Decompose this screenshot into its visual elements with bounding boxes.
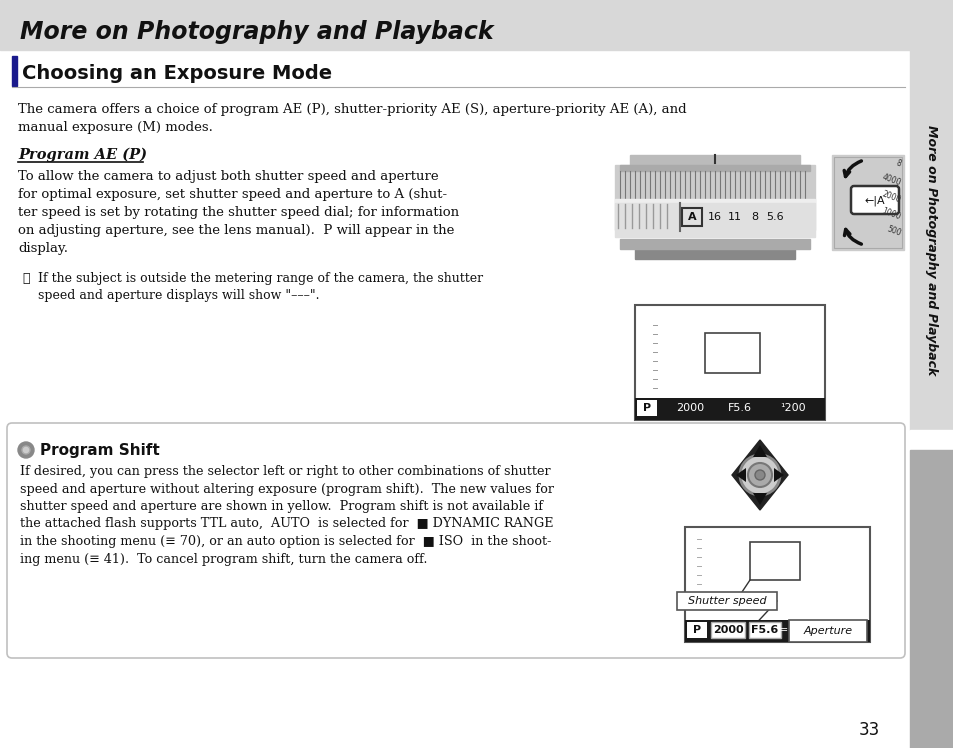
Text: on adjusting aperture, see the lens manual).  P will appear in the: on adjusting aperture, see the lens manu…: [18, 224, 454, 237]
Text: 2000: 2000: [880, 189, 901, 204]
Circle shape: [22, 446, 30, 454]
Bar: [748, 622, 781, 638]
Bar: [710, 622, 744, 638]
Text: Aperture: Aperture: [802, 626, 852, 636]
Text: in the shooting menu (≡ 70), or an auto option is selected for  ■ ISO  in the sh: in the shooting menu (≡ 70), or an auto …: [20, 535, 551, 548]
Text: 5.6: 5.6: [765, 212, 783, 222]
FancyBboxPatch shape: [7, 423, 904, 658]
Text: 11: 11: [727, 212, 741, 222]
Text: 8: 8: [894, 158, 901, 168]
Polygon shape: [735, 468, 745, 482]
Text: ter speed is set by rotating the shutter speed dial; for information: ter speed is set by rotating the shutter…: [18, 206, 458, 219]
Bar: [704, 333, 760, 373]
FancyBboxPatch shape: [850, 186, 898, 214]
Bar: [677, 592, 776, 610]
Polygon shape: [752, 493, 766, 505]
Bar: [635, 398, 824, 420]
Text: 1000: 1000: [880, 206, 901, 221]
Bar: [637, 400, 657, 416]
Text: manual exposure (M) modes.: manual exposure (M) modes.: [18, 121, 213, 134]
Bar: [833, 157, 901, 248]
Text: ▪: ▪: [689, 622, 694, 628]
Bar: [615, 199, 814, 203]
Text: ▪: ▪: [639, 400, 644, 406]
Text: ←|A: ←|A: [863, 196, 884, 206]
Text: speed and aperture without altering exposure (program shift).  The new values fo: speed and aperture without altering expo…: [20, 482, 554, 495]
Bar: [635, 305, 824, 420]
Bar: [615, 203, 814, 237]
Bar: [831, 155, 903, 250]
Text: 2000: 2000: [676, 403, 703, 413]
Text: P: P: [642, 403, 650, 413]
Text: If desired, you can press the selector left or right to other combinations of sh: If desired, you can press the selector l…: [20, 465, 550, 478]
Circle shape: [754, 470, 764, 480]
Bar: [686, 622, 706, 638]
Polygon shape: [731, 440, 787, 510]
Text: 33: 33: [858, 721, 879, 739]
Bar: [788, 620, 866, 642]
Text: Choosing an Exposure Mode: Choosing an Exposure Mode: [22, 64, 332, 82]
Text: =: =: [779, 625, 788, 635]
Text: More on Photography and Playback: More on Photography and Playback: [924, 125, 938, 375]
Text: 500: 500: [884, 224, 901, 238]
Text: ¹200: ¹200: [780, 403, 805, 413]
Text: 4000: 4000: [880, 173, 901, 188]
Text: Shutter speed: Shutter speed: [687, 596, 765, 606]
Text: ⓘ: ⓘ: [22, 272, 30, 285]
Bar: [749, 542, 800, 580]
Bar: [909, 0, 953, 430]
Bar: [0, 0, 909, 50]
Text: ing menu (≡ 41).  To cancel program shift, turn the camera off.: ing menu (≡ 41). To cancel program shift…: [20, 553, 427, 565]
Bar: [684, 620, 869, 642]
Bar: [635, 247, 794, 259]
Circle shape: [18, 442, 34, 458]
Text: for optimal exposure, set shutter speed and aperture to A (shut-: for optimal exposure, set shutter speed …: [18, 188, 447, 201]
Text: 8: 8: [751, 212, 758, 222]
Text: More on Photography and Playback: More on Photography and Playback: [20, 20, 493, 44]
Circle shape: [740, 455, 780, 495]
Text: To allow the camera to adjust both shutter speed and aperture: To allow the camera to adjust both shutt…: [18, 170, 438, 183]
Polygon shape: [752, 445, 766, 457]
Bar: [12, 56, 17, 86]
Text: shutter speed and aperture are shown in yellow.  Program shift is not available : shutter speed and aperture are shown in …: [20, 500, 542, 513]
Text: 16: 16: [707, 212, 721, 222]
Bar: [684, 527, 869, 642]
Text: display.: display.: [18, 242, 68, 255]
Text: F5.6: F5.6: [727, 403, 751, 413]
Bar: [909, 450, 953, 748]
Text: F5.6: F5.6: [751, 625, 778, 635]
Text: P: P: [692, 625, 700, 635]
Text: speed and aperture displays will show "–––".: speed and aperture displays will show "–…: [38, 289, 319, 302]
Text: The camera offers a choice of program AE (P), shutter-priority AE (S), aperture-: The camera offers a choice of program AE…: [18, 103, 686, 116]
Text: If the subject is outside the metering range of the camera, the shutter: If the subject is outside the metering r…: [38, 272, 482, 285]
Bar: [619, 239, 809, 249]
Circle shape: [747, 463, 771, 487]
Bar: [615, 165, 814, 230]
Text: A: A: [687, 212, 696, 222]
Text: Program Shift: Program Shift: [40, 443, 159, 458]
Bar: [681, 208, 701, 226]
Text: Program AE (P): Program AE (P): [18, 148, 147, 162]
Text: the attached flash supports TTL auto,  AUTO  is selected for  ■ DYNAMIC RANGE: the attached flash supports TTL auto, AU…: [20, 518, 553, 530]
Bar: [909, 430, 953, 450]
Polygon shape: [773, 468, 783, 482]
Bar: [619, 165, 809, 171]
Bar: [629, 155, 800, 169]
Text: 2000: 2000: [712, 625, 742, 635]
